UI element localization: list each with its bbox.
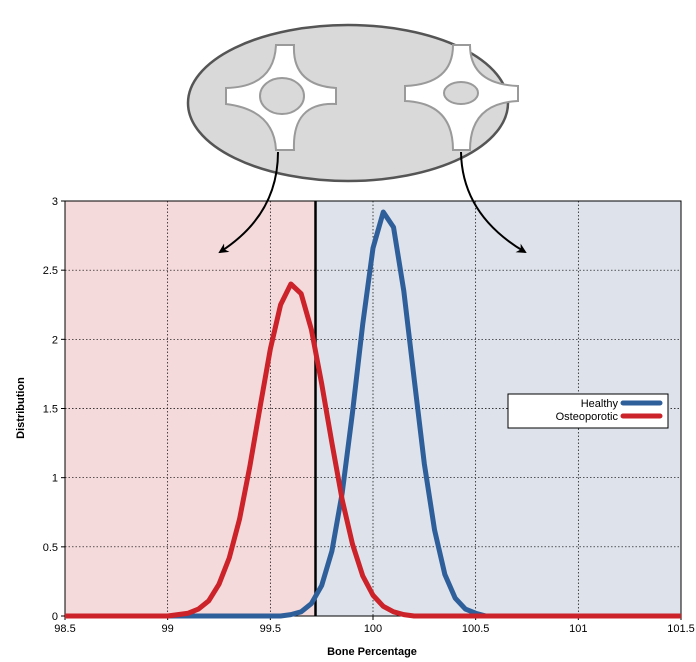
x-axis-label: Bone Percentage: [327, 646, 417, 658]
y-tick-label: 1.5: [43, 404, 58, 416]
legend-frame: [507, 393, 669, 429]
plot-frame: [64, 200, 682, 617]
region: [65, 201, 316, 616]
plot-area: 98.5 99 99.5 100 100.5 101 101.5 0 0.5 1 1.5 2 2.5 3 H…: [43, 196, 695, 635]
y-tick-label: 0: [52, 611, 58, 623]
y-tick-label: 2: [52, 334, 58, 346]
x-tick-label: 99: [162, 623, 174, 635]
arrow: [460, 151, 527, 254]
x-tick-label: 98.5: [54, 623, 75, 635]
x-tick-label: 99.5: [260, 623, 281, 635]
x-tick-label: 101: [569, 623, 587, 635]
cell-pore: [259, 77, 305, 115]
diagram: [186, 23, 527, 254]
y-tick-label: 2.5: [43, 265, 58, 277]
legend-label: Healthy: [581, 398, 619, 410]
y-tick-label: 1: [52, 473, 58, 485]
legend-label: Osteoporotic: [556, 411, 619, 423]
y-axis-label: Distribution: [15, 377, 27, 439]
series-line: [65, 281, 681, 619]
y-tick-label: 0.5: [43, 542, 58, 554]
cell-pore: [443, 81, 479, 105]
x-tick-label: 100: [364, 623, 382, 635]
arrow: [218, 151, 279, 254]
y-tick-label: 3: [52, 196, 58, 208]
x-tick-label: 100.5: [462, 623, 490, 635]
x-tick-label: 101.5: [667, 623, 695, 635]
series-line: [65, 209, 681, 619]
